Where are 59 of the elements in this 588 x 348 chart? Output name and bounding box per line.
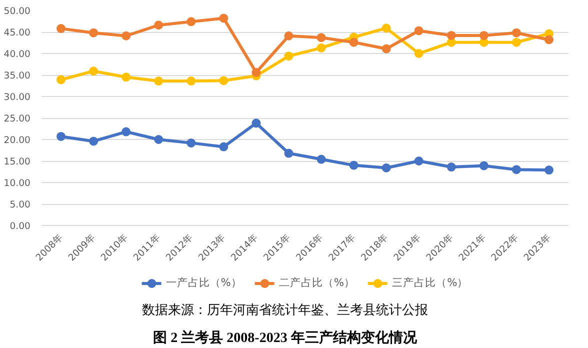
point (56, 75, 66, 84)
point (154, 135, 164, 144)
point (544, 35, 554, 44)
point (316, 43, 326, 52)
point (349, 38, 358, 47)
point (122, 31, 131, 40)
point (382, 163, 391, 172)
y-tick-label: 50.00 (4, 6, 31, 17)
point (154, 76, 164, 86)
point (284, 31, 294, 40)
point (316, 33, 326, 42)
point (219, 76, 228, 86)
point (446, 30, 456, 40)
point (122, 127, 131, 136)
point (316, 154, 326, 164)
point (89, 136, 98, 146)
legend-label: 三产占比（%） (392, 276, 468, 290)
point (154, 20, 164, 30)
point (382, 44, 391, 54)
point (186, 76, 196, 86)
y-tick-label: 0.00 (10, 221, 31, 232)
point (544, 166, 554, 175)
point (512, 165, 521, 174)
point (122, 72, 131, 82)
point (414, 156, 424, 166)
point (89, 28, 98, 38)
point (446, 162, 456, 172)
point (89, 66, 98, 76)
point (349, 160, 358, 170)
point (284, 148, 294, 158)
y-tick-label: 20.00 (4, 135, 31, 146)
point (219, 142, 228, 152)
point (252, 68, 261, 77)
point (414, 49, 424, 58)
y-tick-label: 45.00 (4, 28, 31, 38)
point (219, 14, 228, 23)
text: 图 2 兰考县 2008-2023 年三产结构变化情况 (153, 329, 417, 348)
y-tick-label: 15.00 (4, 156, 31, 168)
legend-label: 一产占比（%） (166, 276, 242, 290)
y-tick-label: 30.00 (4, 92, 31, 103)
point (186, 138, 196, 148)
y-tick-label: 5.00 (10, 200, 31, 210)
point (479, 30, 488, 40)
point (186, 17, 196, 26)
point (382, 24, 391, 33)
point (56, 24, 66, 34)
point (284, 52, 294, 61)
source-note: 数据来源：历年河南省统计年鉴、兰考县统计公报 (142, 301, 428, 319)
point (414, 26, 424, 36)
y-tick-label: 40.00 (4, 49, 31, 60)
point (479, 161, 488, 170)
point (56, 132, 66, 141)
point (512, 38, 521, 47)
y-tick-label: 10.00 (4, 178, 31, 189)
y-tick-label: 25.00 (4, 114, 31, 124)
point (512, 28, 521, 38)
point (252, 118, 261, 128)
legend-label: 二产占比（%） (278, 276, 356, 290)
y-tick-label: 35.00 (4, 70, 31, 82)
